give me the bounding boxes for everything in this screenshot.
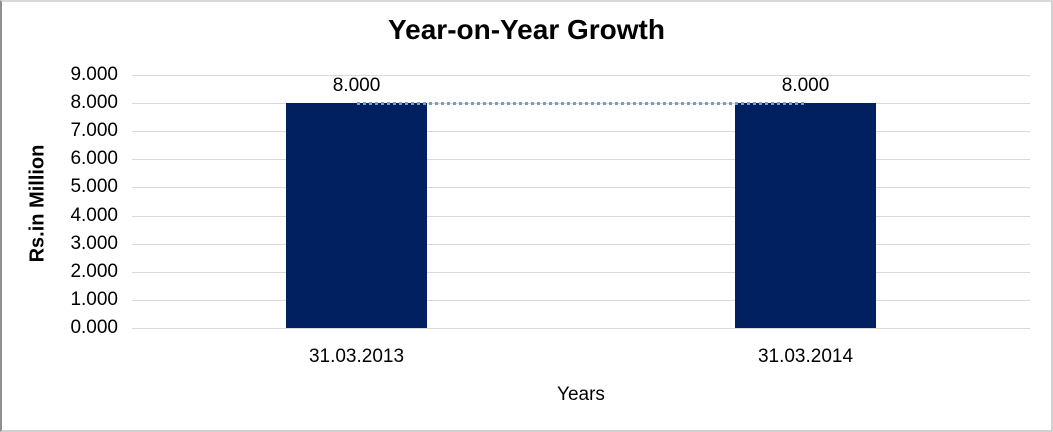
y-tick-label: 5.000: [70, 176, 118, 198]
y-tick-label: 7.000: [70, 120, 118, 142]
bar: [735, 103, 876, 328]
y-tick-label: 9.000: [70, 64, 118, 85]
x-tick-label: 31.03.2013: [308, 346, 405, 367]
bar-data-label: 8.000: [781, 75, 830, 97]
y-axis-ticks: 9.000 8.000 7.000 6.000 5.000 4.000 3.000 2.000…: [2, 65, 118, 338]
x-tick-label: 31.03.2014: [757, 346, 854, 367]
chart-title: Year-on-Year Growth: [388, 14, 665, 45]
y-tick-label: 2.000: [70, 260, 118, 282]
gridline: [132, 75, 1030, 76]
y-tick-label: 1.000: [70, 288, 118, 310]
gridline: [132, 328, 1030, 329]
y-tick-label: 6.000: [70, 148, 118, 170]
gridline: [132, 187, 1030, 189]
gridline: [132, 159, 1030, 161]
y-tick-label: 3.000: [70, 232, 118, 254]
y-tick-label: 4.000: [70, 204, 118, 226]
y-tick-label: 0.000: [70, 317, 118, 338]
x-axis-title: Years: [557, 384, 605, 405]
gridline: [132, 271, 1030, 273]
bar: [286, 103, 427, 328]
y-tick-label: 8.000: [70, 92, 118, 114]
gridline: [132, 215, 1030, 217]
gridline: [132, 131, 1030, 133]
plot-area: 8.000 8.000: [132, 75, 1030, 329]
gridline: [132, 243, 1030, 245]
bar-data-label: 8.000: [332, 75, 381, 97]
gridline: [132, 299, 1030, 301]
trendline: [356, 102, 806, 106]
